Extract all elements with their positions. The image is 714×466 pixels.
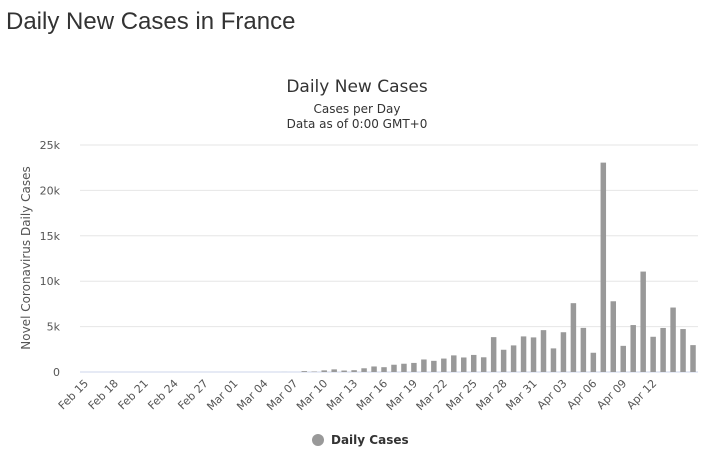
legend-label: Daily Cases — [331, 433, 409, 447]
bar[interactable] — [540, 330, 547, 372]
bar[interactable] — [470, 354, 477, 372]
bar[interactable] — [301, 371, 308, 372]
bar[interactable] — [391, 364, 397, 372]
bar[interactable] — [530, 337, 537, 372]
bar[interactable] — [351, 370, 357, 372]
bar[interactable] — [570, 303, 577, 372]
y-axis-label: Novel Coronavirus Daily Cases — [19, 166, 33, 349]
bar[interactable] — [650, 336, 656, 372]
x-tick-label: Feb 21 — [116, 377, 151, 412]
bar[interactable] — [680, 329, 686, 372]
bar[interactable] — [321, 370, 327, 372]
x-tick-label: Mar 19 — [384, 377, 420, 413]
bar[interactable] — [580, 327, 587, 372]
x-tick-label: Apr 03 — [535, 377, 570, 412]
y-tick-label: 15k — [40, 230, 61, 243]
y-tick-label: 5k — [47, 321, 61, 334]
x-tick-label: Feb 27 — [175, 377, 210, 412]
bar[interactable] — [361, 368, 367, 372]
y-tick-label: 10k — [40, 275, 61, 288]
legend-marker — [312, 434, 324, 446]
x-tick-label: Mar 22 — [414, 377, 450, 413]
x-tick-label: Mar 16 — [354, 377, 390, 413]
bar[interactable] — [401, 363, 407, 372]
bar[interactable] — [480, 357, 487, 372]
x-tick-label: Mar 01 — [204, 377, 240, 413]
bar[interactable] — [381, 367, 387, 372]
bar[interactable] — [630, 325, 636, 372]
bar[interactable] — [620, 345, 626, 372]
bar[interactable] — [520, 336, 527, 372]
bar[interactable] — [670, 307, 676, 372]
bar[interactable] — [451, 355, 457, 372]
x-tick-label: Apr 06 — [564, 377, 599, 412]
y-tick-label: 20k — [40, 184, 61, 197]
bar[interactable] — [500, 349, 507, 372]
x-tick-label: Mar 10 — [294, 377, 330, 413]
bar-layer — [281, 162, 696, 372]
y-tick-layer: 0 5k 10k 15k 20k 25k — [40, 139, 61, 379]
x-tick-label: Mar 28 — [474, 377, 510, 413]
bar[interactable] — [431, 360, 437, 372]
bar[interactable] — [331, 369, 337, 372]
x-tick-label: Apr 09 — [594, 377, 629, 412]
chart-title: Daily New Cases — [286, 77, 428, 97]
bar[interactable] — [490, 337, 497, 372]
x-tick-label: Mar 25 — [444, 377, 480, 413]
x-tick-label: Feb 15 — [56, 377, 91, 412]
legend-item-daily-cases[interactable]: Daily Cases — [312, 433, 409, 447]
x-tick-label: Mar 31 — [503, 377, 539, 413]
chart-subtitle-line-2: Data as of 0:00 GMT+0 — [287, 117, 428, 131]
bar[interactable] — [610, 301, 617, 372]
bar[interactable] — [550, 348, 557, 372]
bar[interactable] — [640, 271, 646, 372]
x-tick-label: Feb 18 — [86, 377, 121, 412]
x-tick-label: Feb 24 — [145, 377, 180, 412]
bar[interactable] — [441, 358, 447, 372]
bar[interactable] — [560, 332, 567, 372]
bar[interactable] — [690, 345, 696, 372]
bar[interactable] — [510, 345, 517, 372]
bar[interactable] — [421, 359, 427, 372]
x-tick-label: Mar 07 — [264, 377, 300, 413]
bar[interactable] — [341, 370, 347, 372]
grid-layer — [80, 144, 698, 373]
bar[interactable] — [371, 366, 377, 372]
y-tick-label: 0 — [53, 366, 60, 379]
bar[interactable] — [590, 352, 597, 372]
x-tick-label: Mar 13 — [324, 377, 360, 413]
chart-subtitle-line-1: Cases per Day — [314, 102, 401, 116]
x-tick-label: Apr 12 — [624, 377, 659, 412]
bar[interactable] — [660, 327, 666, 372]
x-tick-label: Mar 04 — [234, 377, 270, 413]
bar[interactable] — [461, 357, 467, 372]
bar[interactable] — [411, 362, 417, 372]
page-heading: Daily New Cases in France — [6, 8, 296, 35]
y-tick-label: 25k — [40, 139, 61, 152]
bar[interactable] — [600, 162, 607, 372]
